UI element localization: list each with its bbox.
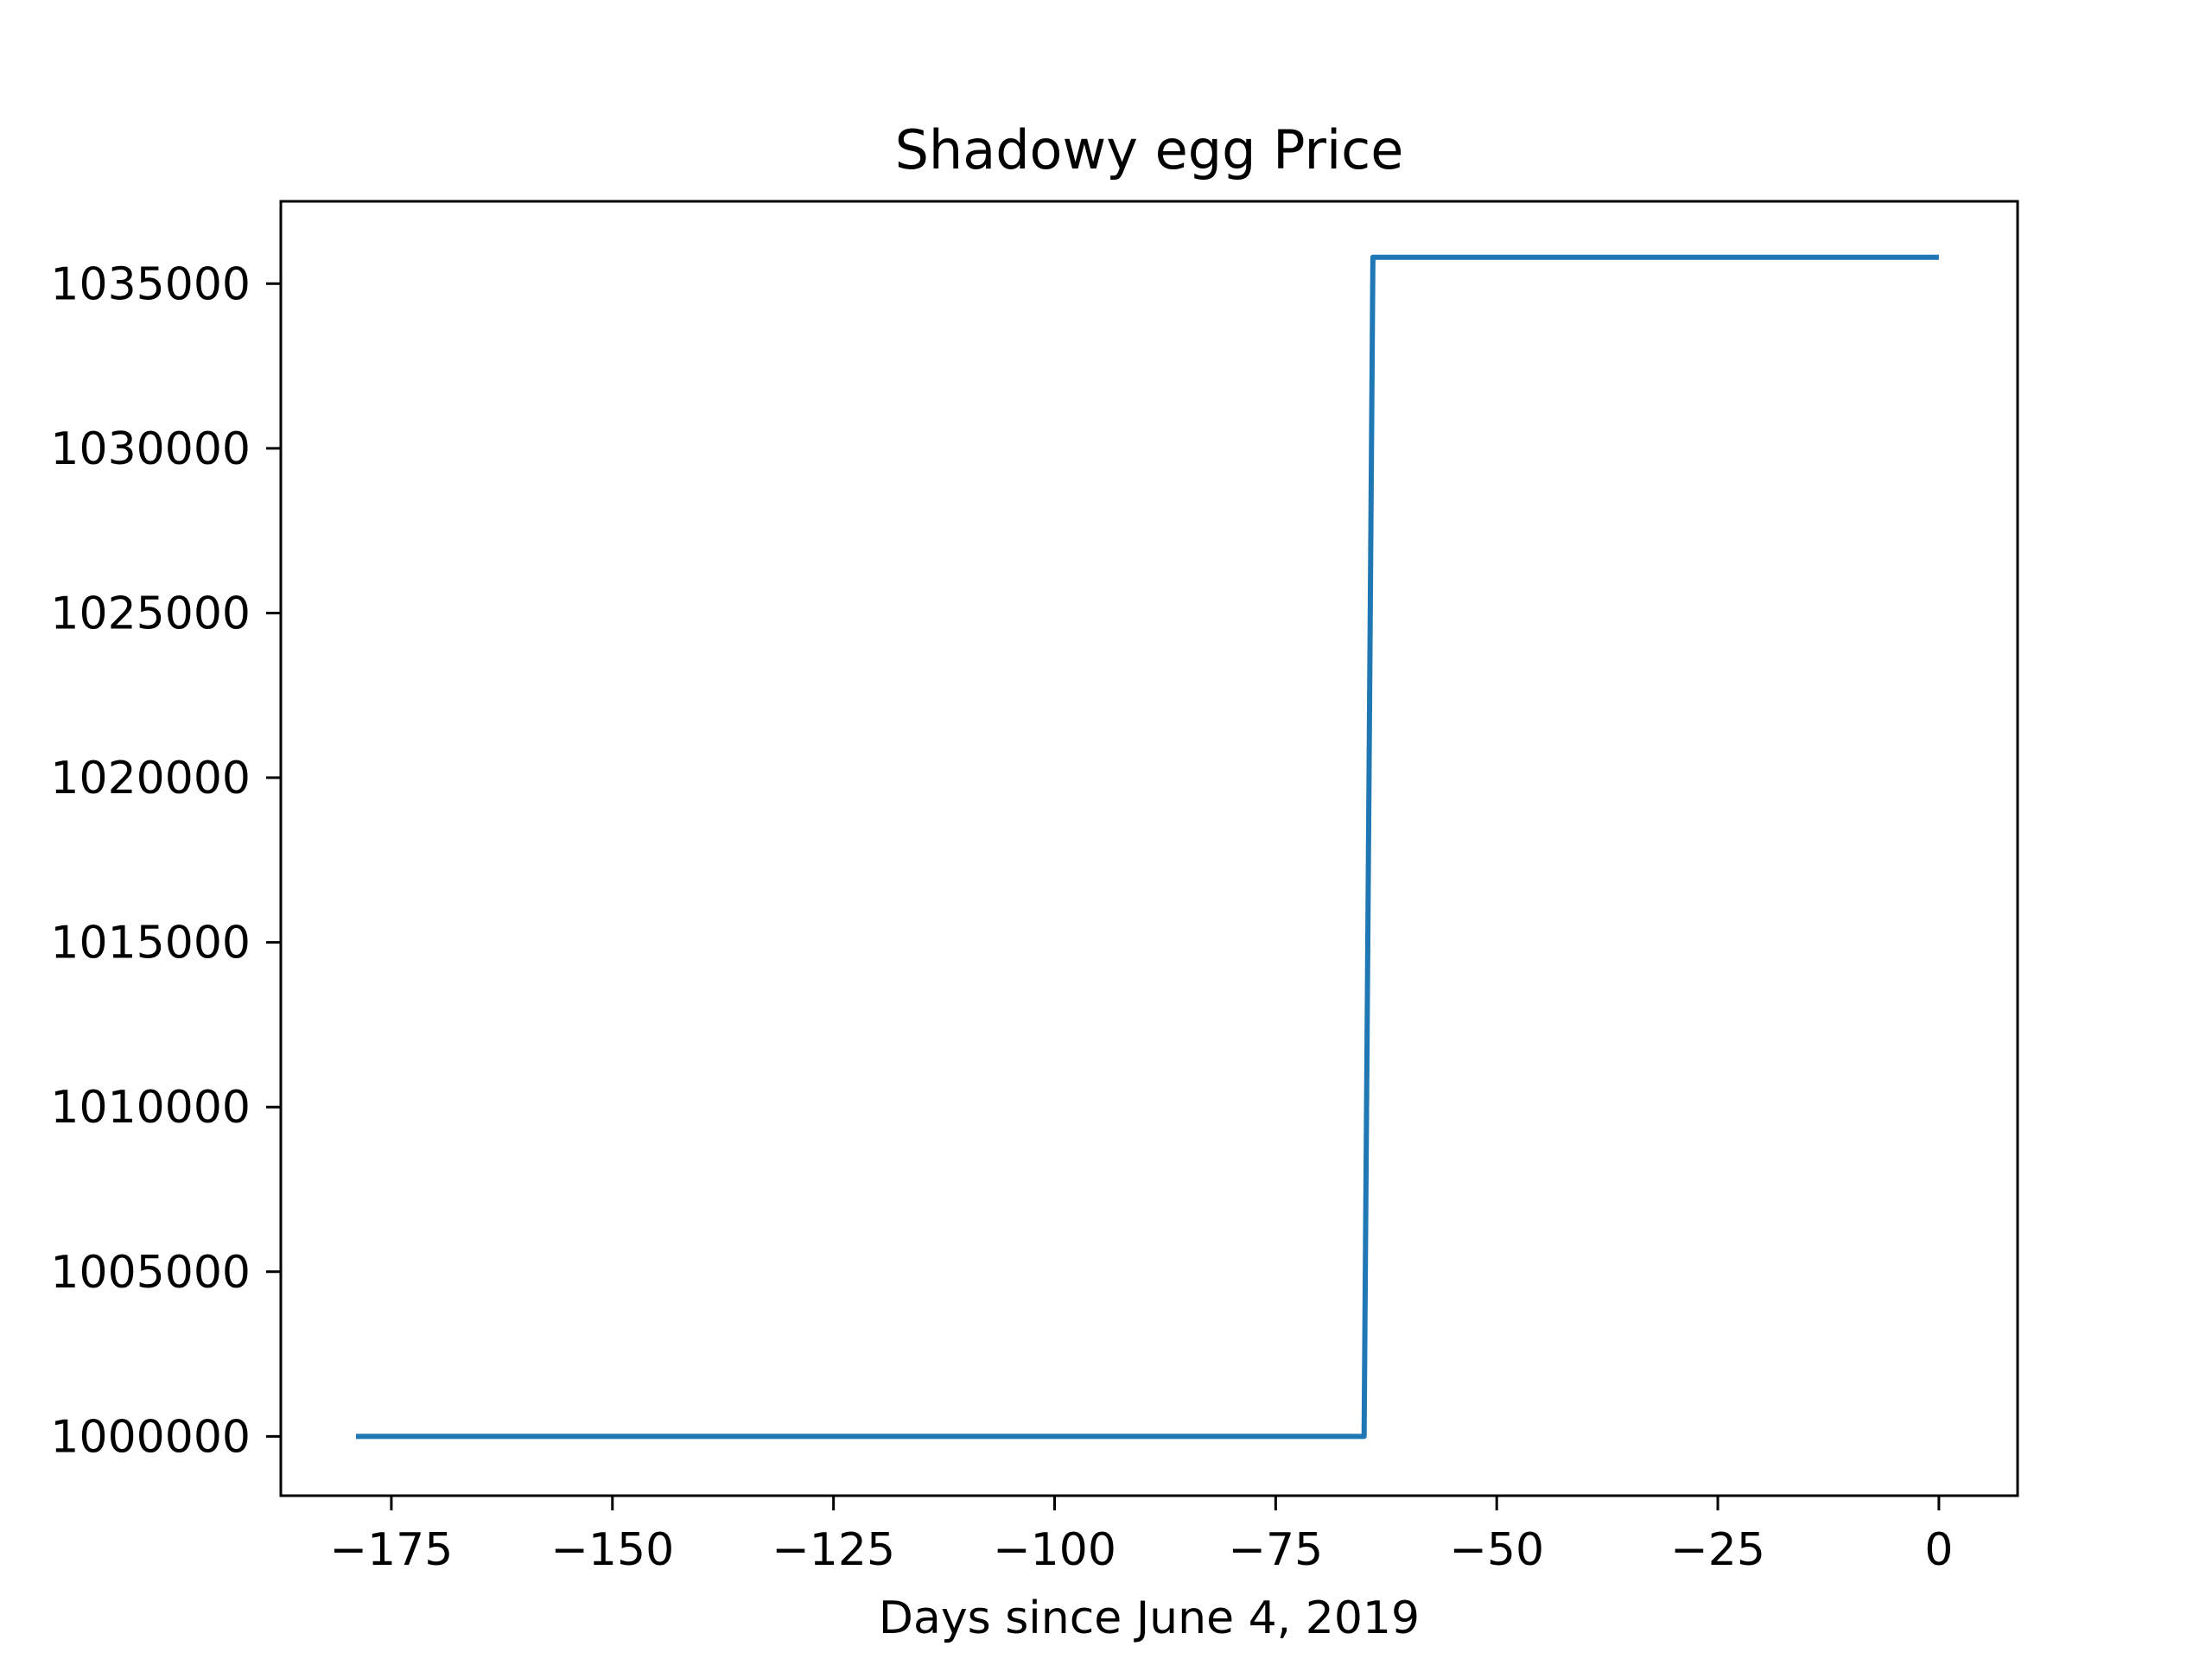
x-tick-label: 0	[1924, 1524, 1953, 1576]
y-tick-label: 1005000	[50, 1247, 251, 1299]
chart-title: Shadowy egg Price	[895, 118, 1404, 181]
y-tick-label: 1010000	[50, 1082, 251, 1134]
y-tick-label: 1025000	[50, 588, 251, 639]
x-tick-label: −25	[1670, 1524, 1765, 1576]
x-axis: −175 −150 −125 −100 −75 −50 −25 0	[330, 1496, 1953, 1576]
y-tick-label: 1030000	[50, 423, 251, 475]
x-tick-label: −50	[1449, 1524, 1544, 1576]
x-tick-label: −150	[550, 1524, 674, 1576]
x-axis-title: Days since June 4, 2019	[879, 1592, 1420, 1644]
y-tick-label: 1015000	[50, 918, 251, 969]
x-tick-label: −100	[993, 1524, 1116, 1576]
y-tick-label: 1035000	[50, 258, 251, 310]
y-tick-label: 1000000	[50, 1411, 251, 1463]
x-tick-label: −75	[1228, 1524, 1323, 1576]
x-tick-label: −175	[330, 1524, 454, 1576]
series-line-1	[356, 254, 1939, 1440]
plot-area	[356, 254, 1939, 1440]
y-axis: 1000000 1005000 1010000 1015000 1020000 10250…	[50, 258, 281, 1463]
plot-frame	[279, 200, 2019, 1497]
x-tick-label: −125	[772, 1524, 895, 1576]
y-tick-label: 1020000	[50, 753, 251, 804]
